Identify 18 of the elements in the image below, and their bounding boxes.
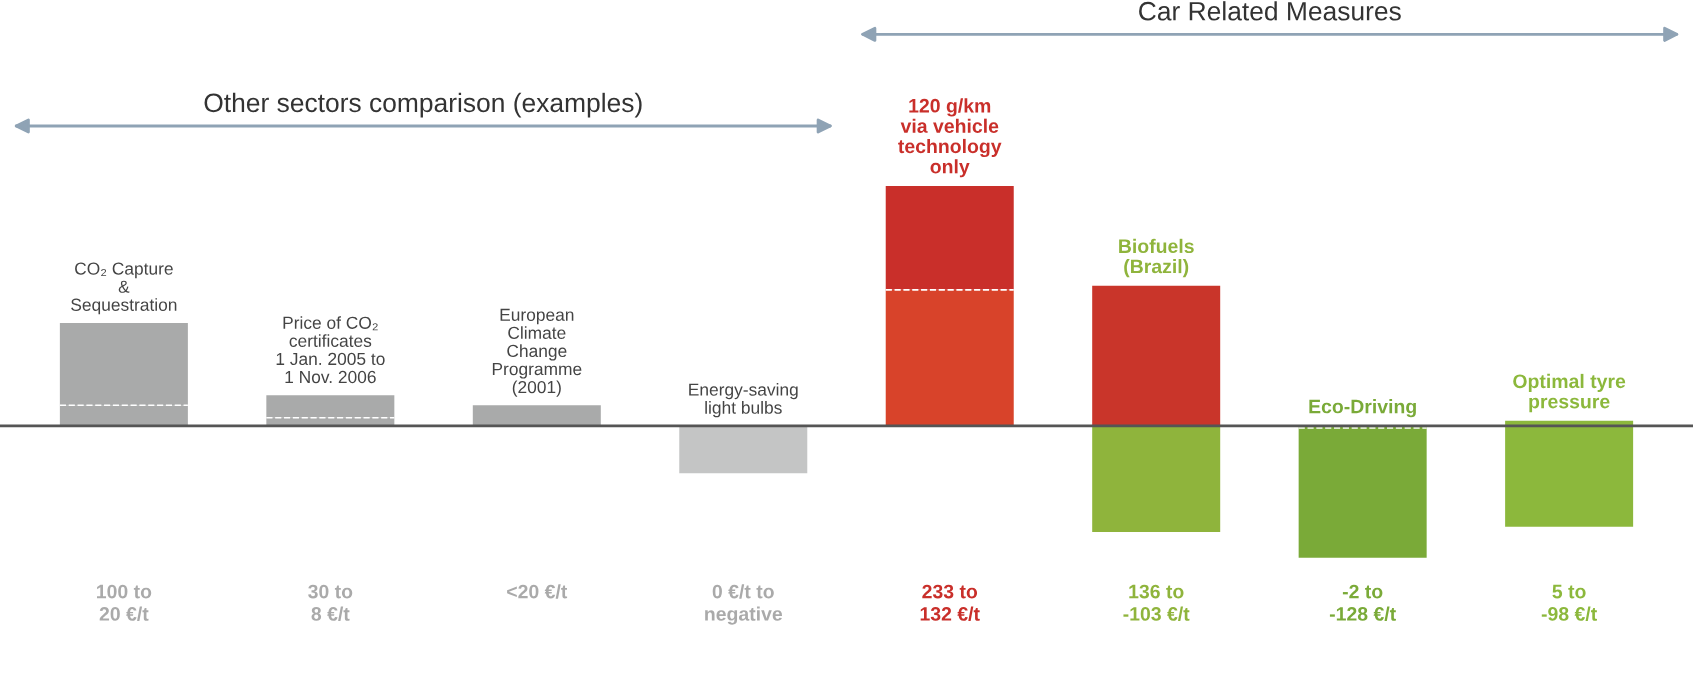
x-tick-label: 120 g/km via vehicle technology only <box>898 98 1002 178</box>
text: 5 to -98 €/t <box>1541 584 1597 621</box>
text: -2 to -128 €/t <box>1329 584 1396 621</box>
text: Other sectors comparison (examples) <box>204 92 642 118</box>
text: <20 €/t <box>507 584 568 599</box>
x-tick-label: Optimal tyre pressure <box>1513 373 1626 413</box>
text: 136 to -103 €/t <box>1123 584 1190 621</box>
text: 30 to 8 €/t <box>308 584 353 621</box>
x-tick-label: Biofuels (Brazil) <box>1119 238 1194 278</box>
text: 233 to 132 €/t <box>920 584 980 621</box>
text: 0 €/t to negative <box>705 584 783 625</box>
text: 100 to 20 €/t <box>97 584 152 621</box>
x-tick-label: Eco-Driving <box>1309 399 1416 418</box>
x-tick-label: CO₂ Capture & Sequestration <box>71 262 177 315</box>
x-tick-label: European Climate Change Programme (2001) <box>492 308 582 397</box>
text: Car Related Measures <box>1139 1 1401 21</box>
x-tick-label: Price of CO₂ certificates 1 Jan. 2005 to 1 Nov. 2006 <box>276 316 385 384</box>
x-tick-label: Energy-saving light bulbs <box>689 383 798 418</box>
